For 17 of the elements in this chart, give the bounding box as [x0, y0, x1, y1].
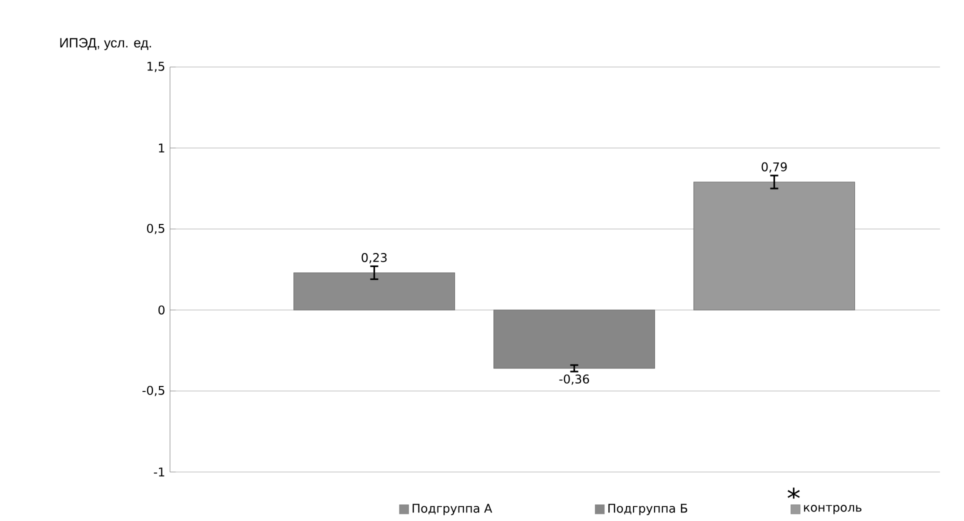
- y-tick-label: 1,5: [148, 62, 164, 72]
- text: *: [788, 488, 800, 500]
- y-tick-label: 0,5: [147, 224, 164, 234]
- y-tick-label: -0,5: [142, 386, 164, 396]
- legend-label: Подгруппа А: [412, 504, 492, 516]
- data-label: 0,23: [362, 253, 387, 264]
- y-tick-label: 0: [158, 305, 164, 315]
- bar: [293, 272, 456, 310]
- y-tick-label: -1: [154, 468, 164, 476]
- data-label: 0,79: [762, 162, 787, 173]
- legend-label: контроль: [804, 504, 862, 514]
- data-label: -0,36: [559, 374, 590, 385]
- bar: [493, 310, 656, 369]
- legend-label: Подгруппа Б: [608, 504, 688, 516]
- y-tick-label: 1: [158, 144, 164, 152]
- bar: [693, 182, 856, 310]
- y-axis-title: ИПЭД, усл. ед.: [60, 38, 151, 50]
